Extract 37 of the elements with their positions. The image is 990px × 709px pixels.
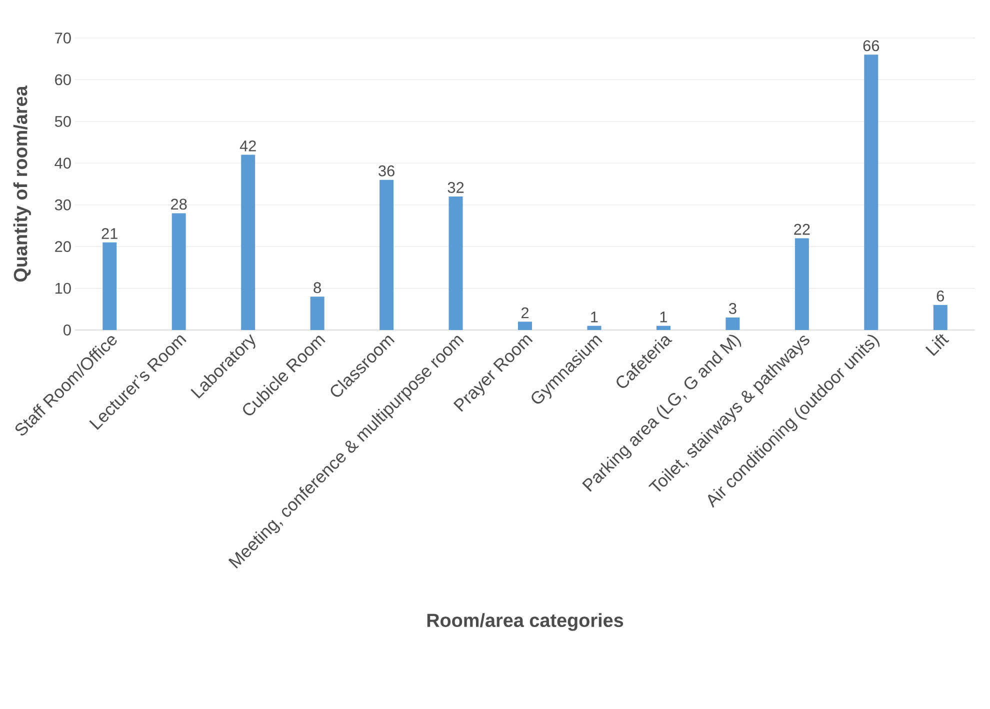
- bar: [518, 322, 532, 330]
- data-label: 1: [591, 312, 598, 322]
- bar: [172, 213, 186, 330]
- y-tick-label: 10: [55, 282, 71, 294]
- bar: [102, 242, 117, 330]
- data-label: 36: [378, 165, 394, 176]
- bar: [310, 296, 324, 330]
- bar: [726, 317, 740, 330]
- y-tick-label: 60: [55, 74, 71, 86]
- y-tick-label: 30: [54, 199, 71, 210]
- y-tick-label: 50: [54, 116, 71, 127]
- bar: [380, 180, 394, 330]
- data-label: 1: [660, 312, 668, 322]
- data-label: 3: [729, 303, 736, 314]
- data-label: 32: [448, 182, 464, 193]
- x-axis-title: Room/area categories: [427, 613, 624, 631]
- y-tick-label: 0: [64, 324, 71, 336]
- data-label: 66: [863, 40, 880, 52]
- bar: [864, 54, 878, 330]
- bar: [241, 154, 256, 330]
- data-label: 22: [794, 224, 810, 235]
- bar: [656, 326, 670, 330]
- data-label: 8: [314, 282, 321, 294]
- data-label: 2: [521, 307, 529, 318]
- y-tick-label: 40: [54, 158, 71, 169]
- bar: [794, 238, 809, 330]
- y-axis-title: Quantity of room/area: [13, 86, 31, 282]
- data-label: 21: [102, 228, 118, 239]
- y-tick-label: 20: [55, 241, 71, 252]
- bar: [587, 326, 602, 330]
- y-tick-label: 70: [55, 32, 71, 44]
- data-label: 42: [240, 140, 256, 152]
- x-tick-label: Lift: [925, 334, 950, 356]
- bar: [448, 196, 463, 330]
- data-label: 28: [171, 198, 187, 210]
- bar: [933, 304, 948, 330]
- data-label: 6: [936, 290, 944, 302]
